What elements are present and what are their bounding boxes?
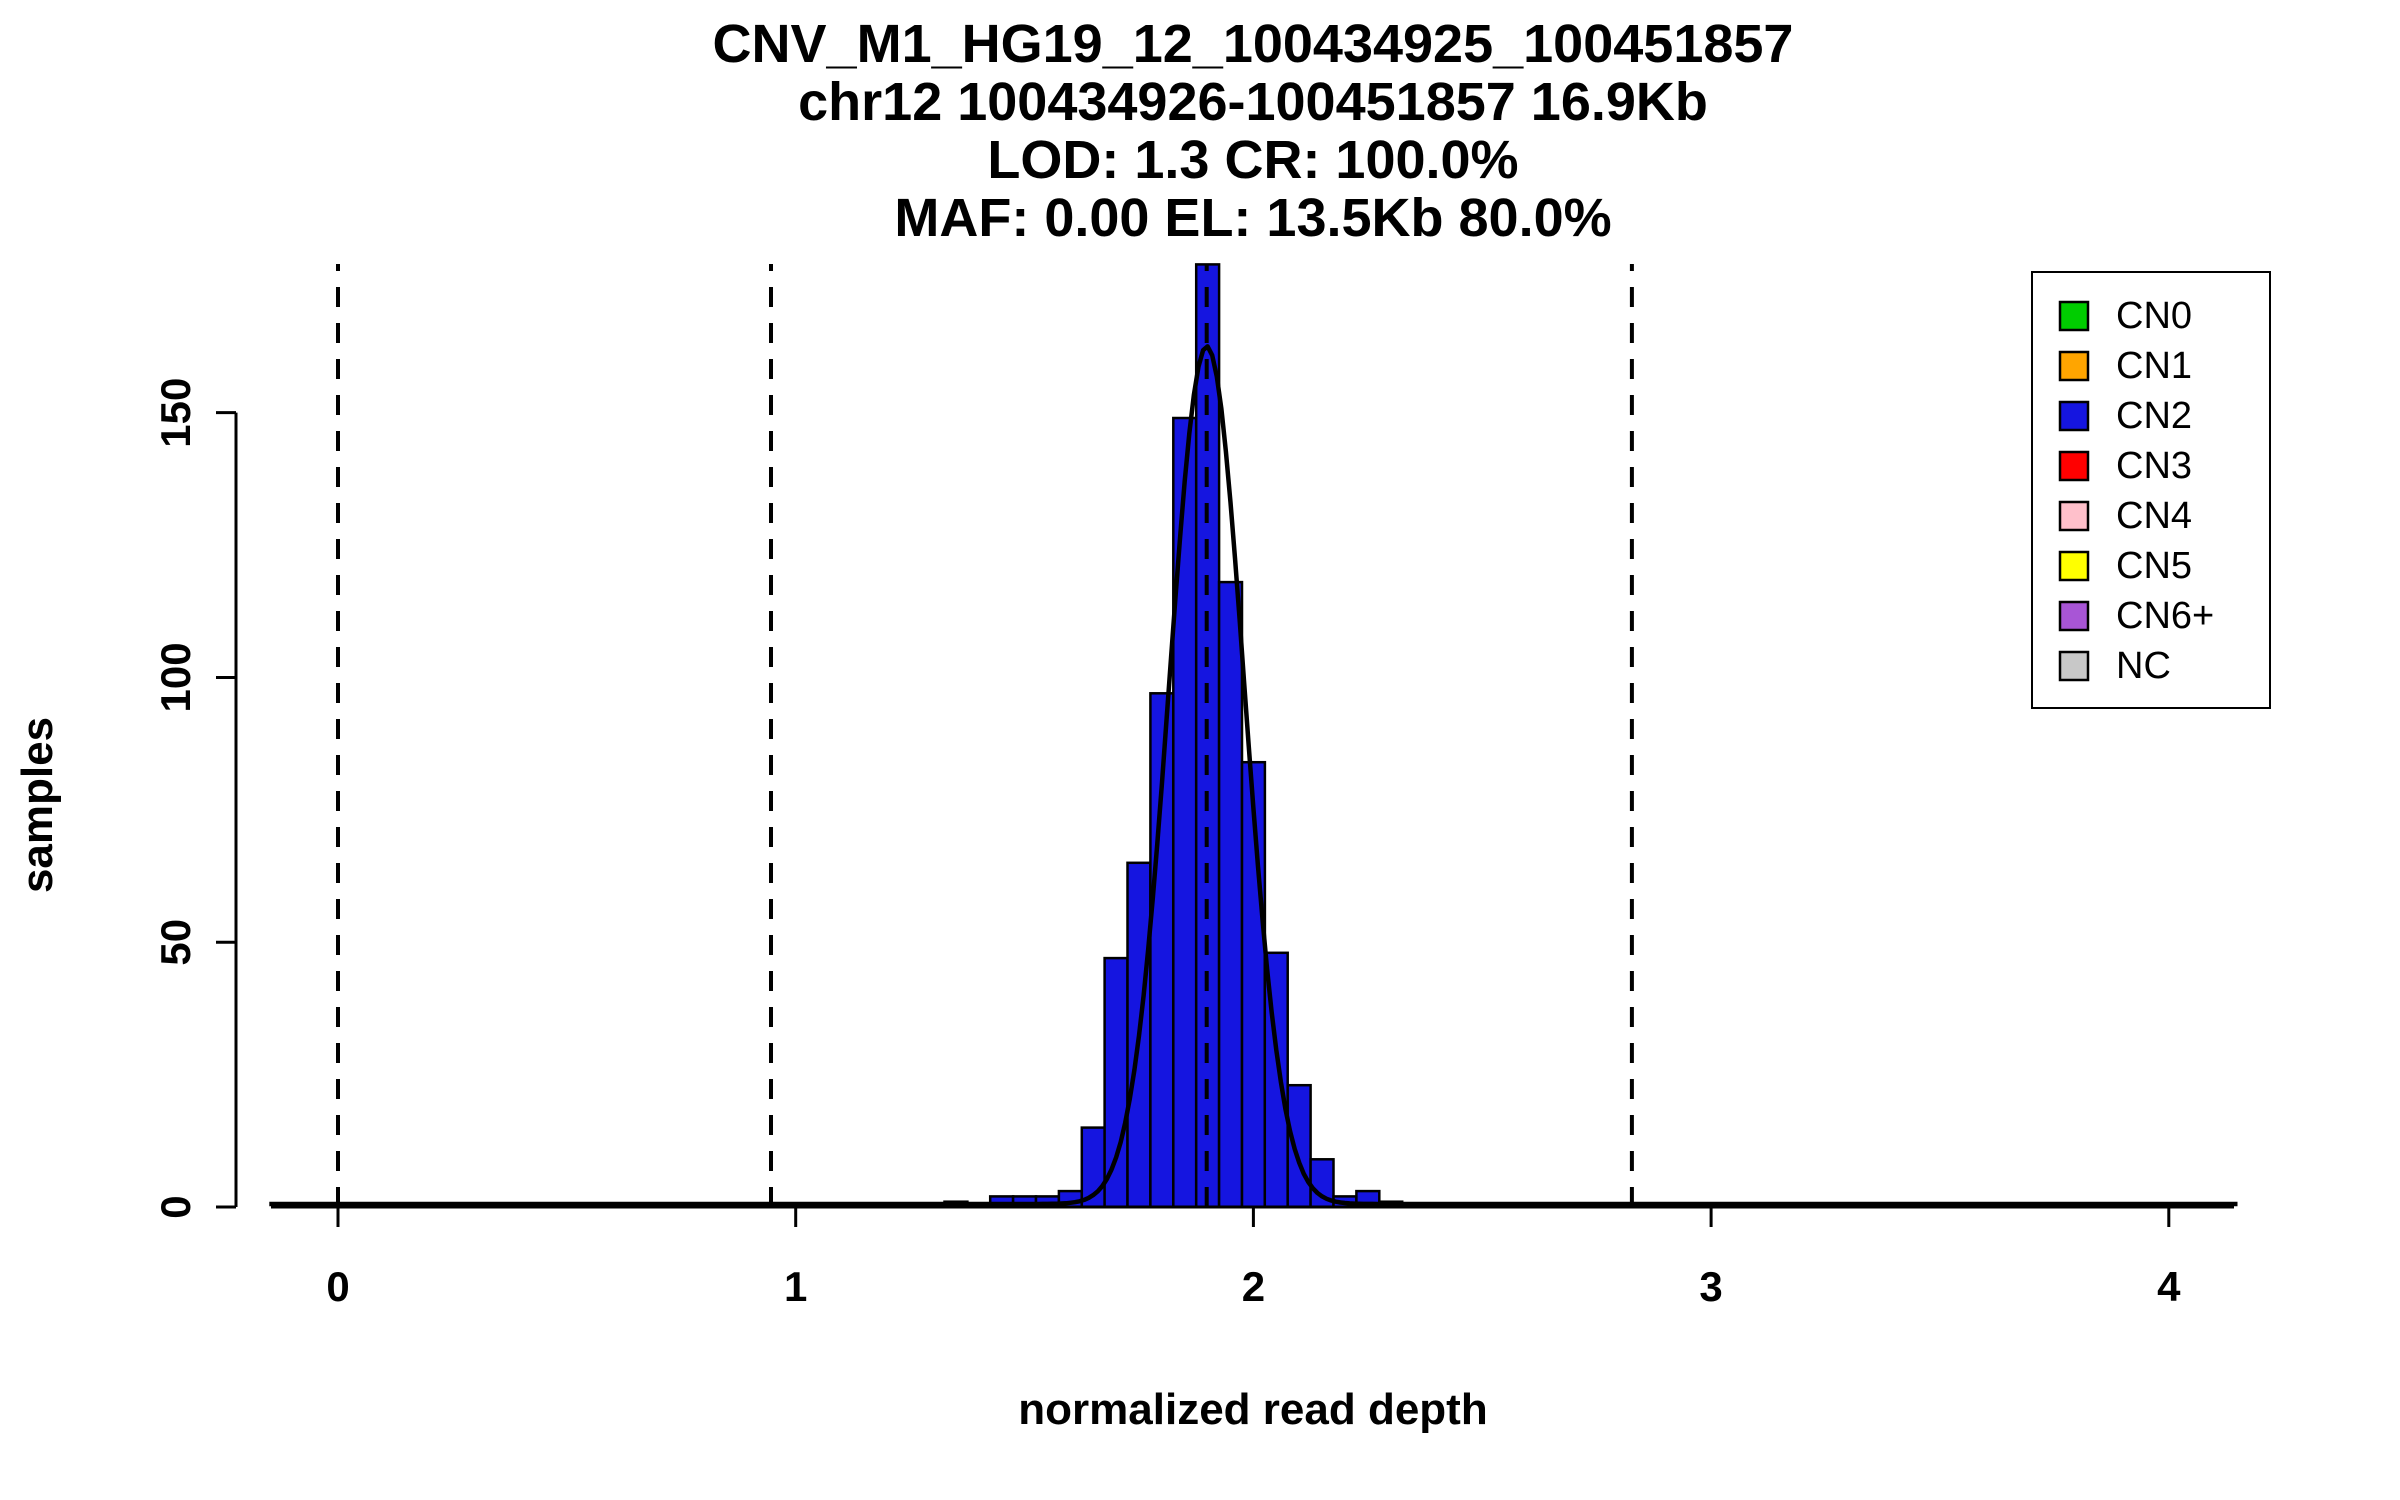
- y-tick-label: 100: [152, 642, 199, 712]
- histogram-bar: [1103, 956, 1129, 1209]
- legend-swatch-nc: [2058, 650, 2090, 682]
- histogram-bar: [1172, 416, 1198, 1209]
- title-block: CNV_M1_HG19_12_100434925_100451857 chr12…: [713, 14, 1794, 248]
- y-tick-label: 50: [152, 919, 199, 966]
- legend-item-label: CN3: [2116, 445, 2192, 487]
- legend-swatch-cn0: [2058, 300, 2090, 332]
- plot-area: [269, 263, 2238, 1209]
- legend-item-label: NC: [2116, 645, 2171, 687]
- plot-title-line-1: CNV_M1_HG19_12_100434925_100451857: [713, 14, 1794, 74]
- plot-title-line-3: LOD: 1.3 CR: 100.0%: [987, 130, 1518, 190]
- x-tick-label: 4: [2157, 1263, 2181, 1310]
- legend-item-label: CN5: [2116, 545, 2192, 587]
- legend-swatch-cn1: [2058, 350, 2090, 382]
- x-tick-label: 3: [1699, 1263, 1722, 1310]
- plot-title-line-2: chr12 100434926-100451857 16.9Kb: [798, 72, 1708, 132]
- legend-swatch-cn3: [2058, 450, 2090, 482]
- plot-title-line-4: MAF: 0.00 EL: 13.5Kb 80.0%: [894, 188, 1611, 248]
- gaussian-fit-curve: [269, 344, 2238, 1207]
- legend-item-label: CN4: [2116, 495, 2192, 537]
- legend-item-label: CN6+: [2116, 595, 2214, 637]
- y-tick-label: 0: [152, 1195, 199, 1218]
- histogram-bar: [1286, 1083, 1312, 1209]
- x-tick-label: 1: [784, 1263, 807, 1310]
- legend-swatch-cn6plus: [2058, 600, 2090, 632]
- legend-item-label: CN1: [2116, 345, 2192, 387]
- legend-item-label: CN2: [2116, 395, 2192, 437]
- x-tick-label: 0: [326, 1263, 349, 1310]
- legend-box: [2031, 271, 2271, 709]
- histogram-bar: [1217, 580, 1244, 1209]
- x-axis-title: normalized read depth: [1018, 1385, 1487, 1434]
- x-tick-label: 2: [1242, 1263, 1265, 1310]
- axes: 0 1 2 3 4 0 50 100 150: [152, 378, 2234, 1310]
- y-tick-label: 150: [152, 378, 199, 448]
- legend-swatch-cn5: [2058, 550, 2090, 582]
- y-axis-title: samples: [13, 717, 62, 893]
- legend: CN0 CN1 CN2 CN3 CN4 CN5 CN6+ NC: [2031, 271, 2271, 709]
- legend-item-label: CN0: [2116, 295, 2192, 337]
- legend-swatch-cn4: [2058, 500, 2090, 532]
- legend-swatch-cn2: [2058, 400, 2090, 432]
